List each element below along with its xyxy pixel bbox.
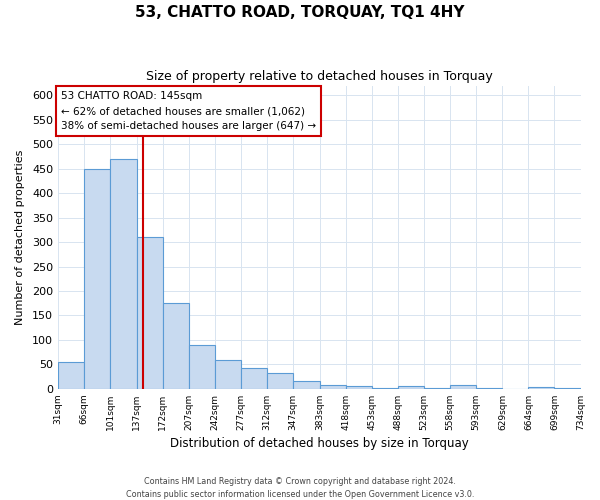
Title: Size of property relative to detached houses in Torquay: Size of property relative to detached ho…	[146, 70, 493, 83]
Bar	[137, 237, 163, 389]
Bar	[163, 303, 189, 389]
Bar	[346, 386, 371, 389]
Bar	[189, 345, 215, 389]
Bar	[320, 386, 346, 389]
Y-axis label: Number of detached properties: Number of detached properties	[15, 150, 25, 325]
Text: Contains HM Land Registry data © Crown copyright and database right 2024.
Contai: Contains HM Land Registry data © Crown c…	[126, 478, 474, 499]
X-axis label: Distribution of detached houses by size in Torquay: Distribution of detached houses by size …	[170, 437, 469, 450]
Bar	[110, 159, 137, 389]
Text: 53 CHATTO ROAD: 145sqm
← 62% of detached houses are smaller (1,062)
38% of semi-: 53 CHATTO ROAD: 145sqm ← 62% of detached…	[61, 92, 316, 131]
Bar	[398, 386, 424, 389]
Bar	[58, 362, 84, 389]
Bar	[449, 385, 476, 389]
Bar	[293, 382, 320, 389]
Bar	[267, 373, 293, 389]
Bar	[215, 360, 241, 389]
Bar	[529, 388, 554, 389]
Text: 53, CHATTO ROAD, TORQUAY, TQ1 4HY: 53, CHATTO ROAD, TORQUAY, TQ1 4HY	[135, 5, 465, 20]
Bar	[554, 388, 581, 389]
Bar	[84, 168, 110, 389]
Bar	[241, 368, 267, 389]
